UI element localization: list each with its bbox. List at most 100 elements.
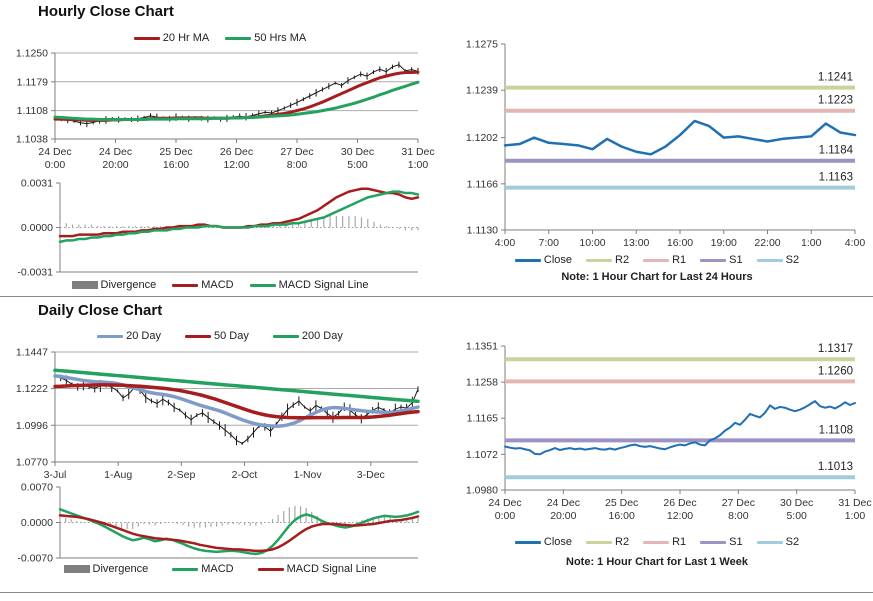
svg-text:1.0996: 1.0996	[16, 420, 48, 432]
hourly-macd-legend: Divergence MACD MACD Signal Line	[10, 279, 430, 291]
svg-text:1-Aug: 1-Aug	[104, 469, 132, 481]
svg-text:1.1184: 1.1184	[819, 145, 854, 157]
legend-swatch	[700, 540, 727, 544]
legend-item: R2	[586, 254, 629, 266]
legend-item: S1	[700, 536, 743, 548]
legend-item: 20 Hr MA	[133, 32, 210, 44]
svg-text:4:00: 4:00	[845, 237, 866, 249]
svg-text:1.1260: 1.1260	[818, 365, 853, 377]
legend-item: Divergence	[71, 279, 156, 291]
legend-label: 20 Hr MA	[162, 32, 210, 44]
legend-swatch	[756, 540, 783, 544]
svg-text:16:00: 16:00	[163, 159, 189, 171]
svg-text:1.1239: 1.1239	[466, 85, 498, 97]
svg-text:30 Dec: 30 Dec	[341, 146, 374, 158]
svg-text:25 Dec: 25 Dec	[605, 497, 638, 509]
svg-text:31 Dec: 31 Dec	[401, 146, 434, 158]
legend-label: MACD Signal Line	[278, 279, 369, 291]
svg-text:30 Dec: 30 Dec	[780, 497, 813, 509]
svg-text:10:00: 10:00	[579, 237, 605, 249]
svg-text:0.0000: 0.0000	[21, 517, 53, 529]
legend-swatch	[643, 540, 670, 544]
legend-item: Close	[514, 536, 573, 548]
hourly-section-title: Hourly Close Chart	[38, 3, 174, 20]
legend-swatch	[185, 334, 211, 338]
legend-item: Divergence	[63, 563, 149, 575]
legend-swatch	[63, 565, 90, 573]
legend-swatch	[514, 540, 541, 544]
legend-swatch	[514, 258, 541, 262]
svg-text:27 Dec: 27 Dec	[280, 146, 313, 158]
svg-text:20:00: 20:00	[550, 510, 576, 522]
svg-text:1.1241: 1.1241	[818, 72, 853, 84]
svg-text:1.1072: 1.1072	[466, 449, 498, 461]
legend-label: MACD	[201, 563, 234, 575]
svg-text:1.1108: 1.1108	[17, 105, 48, 117]
svg-text:13:00: 13:00	[623, 237, 649, 249]
legend-item: 50 Hrs MA	[225, 32, 306, 44]
svg-text:1.0980: 1.0980	[466, 485, 498, 497]
svg-text:1.1250: 1.1250	[16, 48, 48, 60]
svg-text:1.1163: 1.1163	[819, 172, 853, 184]
legend-swatch	[272, 334, 299, 338]
svg-text:19:00: 19:00	[711, 237, 737, 249]
bottom-rule	[0, 592, 873, 593]
svg-text:7:00: 7:00	[539, 237, 560, 249]
legend-item: MACD Signal Line	[257, 563, 376, 575]
legend-label: S2	[785, 536, 800, 548]
svg-text:1.1202: 1.1202	[466, 132, 498, 144]
svg-text:5:00: 5:00	[347, 159, 368, 171]
daily-section-title: Daily Close Chart	[38, 302, 163, 319]
daily-macd-chart: 0.0070 0.0000 -0.0070	[17, 482, 420, 565]
legend-item: MACD	[172, 279, 234, 291]
svg-text:1.1108: 1.1108	[819, 424, 853, 436]
legend-swatch	[586, 540, 613, 544]
legend-label: MACD	[201, 279, 234, 291]
legend-item: Close	[514, 254, 572, 266]
svg-text:1.1165: 1.1165	[467, 413, 498, 425]
legend-label: S2	[785, 254, 800, 266]
legend-item: R2	[586, 536, 629, 548]
legend-label: Divergence	[92, 563, 149, 575]
svg-text:1.1166: 1.1166	[467, 178, 498, 190]
legend-label: R2	[615, 254, 630, 266]
svg-text:1.1317: 1.1317	[818, 343, 853, 355]
legend-swatch	[133, 36, 160, 40]
daily-ma-legend: 20 Day 50 Day 200 Day	[10, 330, 430, 342]
legend-item: MACD	[172, 563, 234, 575]
svg-text:1.1222: 1.1222	[16, 383, 48, 395]
svg-text:1.1447: 1.1447	[16, 347, 48, 359]
legend-item: R1	[643, 536, 686, 548]
legend-label: S1	[729, 254, 743, 266]
svg-text:16:00: 16:00	[609, 510, 635, 522]
svg-text:8:00: 8:00	[728, 510, 749, 522]
legend-item: 200 Day	[272, 330, 343, 342]
svg-text:24 Dec: 24 Dec	[488, 497, 521, 509]
svg-text:1:00: 1:00	[801, 237, 822, 249]
svg-text:1.1275: 1.1275	[466, 39, 498, 51]
legend-swatch	[257, 567, 284, 571]
svg-text:1.1130: 1.1130	[467, 225, 498, 237]
legend-item: S2	[756, 254, 800, 266]
svg-text:1.1179: 1.1179	[17, 76, 48, 88]
legend-swatch	[586, 258, 613, 262]
legend-label: S1	[729, 536, 743, 548]
hourly-macd-chart: 0.0031 0.0000 -0.0031	[17, 178, 420, 279]
svg-text:1.1038: 1.1038	[16, 134, 48, 146]
svg-text:3-Dec: 3-Dec	[357, 469, 385, 481]
svg-text:12:00: 12:00	[223, 159, 249, 171]
hourly-24h-close-chart: 1.1275 1.1239 1.1202 1.1166 1.1130 4:00 7:00 10…	[466, 39, 866, 250]
svg-text:2-Oct: 2-Oct	[232, 469, 258, 481]
svg-text:0:00: 0:00	[495, 510, 516, 522]
svg-text:26 Dec: 26 Dec	[220, 146, 253, 158]
legend-label: Close	[543, 536, 573, 548]
svg-text:2-Sep: 2-Sep	[167, 469, 195, 481]
svg-text:20:00: 20:00	[102, 159, 128, 171]
svg-text:25 Dec: 25 Dec	[159, 146, 192, 158]
svg-text:31 Dec: 31 Dec	[838, 497, 871, 509]
svg-text:16:00: 16:00	[667, 237, 693, 249]
svg-text:27 Dec: 27 Dec	[722, 497, 755, 509]
